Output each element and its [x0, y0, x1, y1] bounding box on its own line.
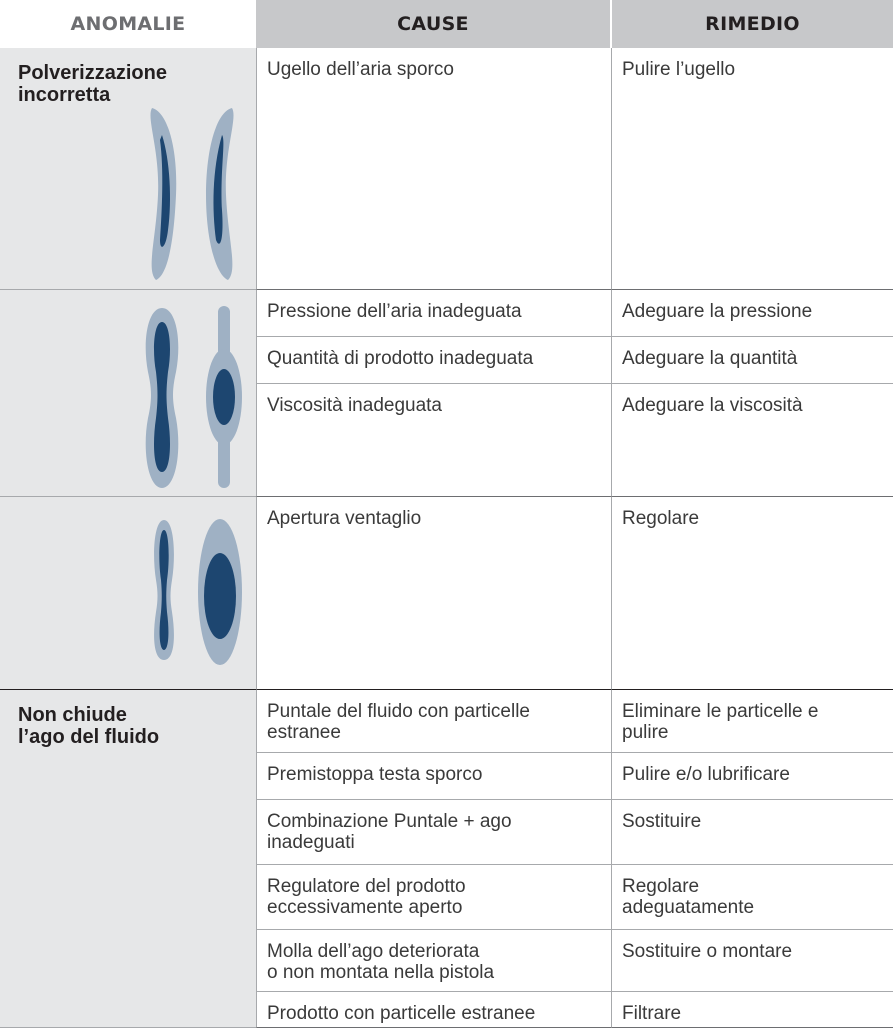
anomaly-cell: Polverizzazione incorretta [0, 48, 256, 290]
anomaly-cell: Non chiude l’ago del fluido [0, 690, 256, 1028]
anomaly-cell [0, 290, 256, 497]
anomaly-cell [0, 497, 256, 690]
cause-cell: Ugello dell’aria sporco [256, 48, 612, 290]
remedy-cell: Pulire e/o lubrificare [612, 753, 893, 800]
remedy-cell: Regolare adeguatamente [612, 865, 893, 930]
remedy-cell: Sostituire o montare [612, 930, 893, 992]
cause-cell: Quantità di prodotto inadeguata [256, 337, 612, 384]
cause-cell: Apertura ventaglio [256, 497, 612, 690]
cause-cell: Combinazione Puntale + ago inadeguati [256, 800, 612, 865]
remedy-cell: Adeguare la pressione [612, 290, 893, 337]
remedy-cell: Adeguare la viscosità [612, 384, 893, 497]
remedy-cell: Eliminare le particelle e pulire [612, 690, 893, 753]
cause-cell: Prodotto con particelle estranee [256, 992, 612, 1028]
remedy-cell: Adeguare la quantità [612, 337, 893, 384]
remedy-cell: Regolare [612, 497, 893, 690]
cause-cell: Viscosità inadeguata [256, 384, 612, 497]
column-header: CAUSE [256, 0, 610, 48]
cause-cell: Pressione dell’aria inadeguata [256, 290, 612, 337]
column-header: RIMEDIO [612, 0, 893, 48]
cause-cell: Molla dell’ago deteriorata o non montata… [256, 930, 612, 992]
cause-cell: Regulatore del prodotto eccessivamente a… [256, 865, 612, 930]
cause-cell: Puntale del fluido con particelle estran… [256, 690, 612, 753]
remedy-cell: Filtrare [612, 992, 893, 1028]
cause-cell: Premistoppa testa sporco [256, 753, 612, 800]
column-header: ANOMALIE [0, 0, 256, 48]
remedy-cell: Pulire l’ugello [612, 48, 893, 290]
remedy-cell: Sostituire [612, 800, 893, 865]
